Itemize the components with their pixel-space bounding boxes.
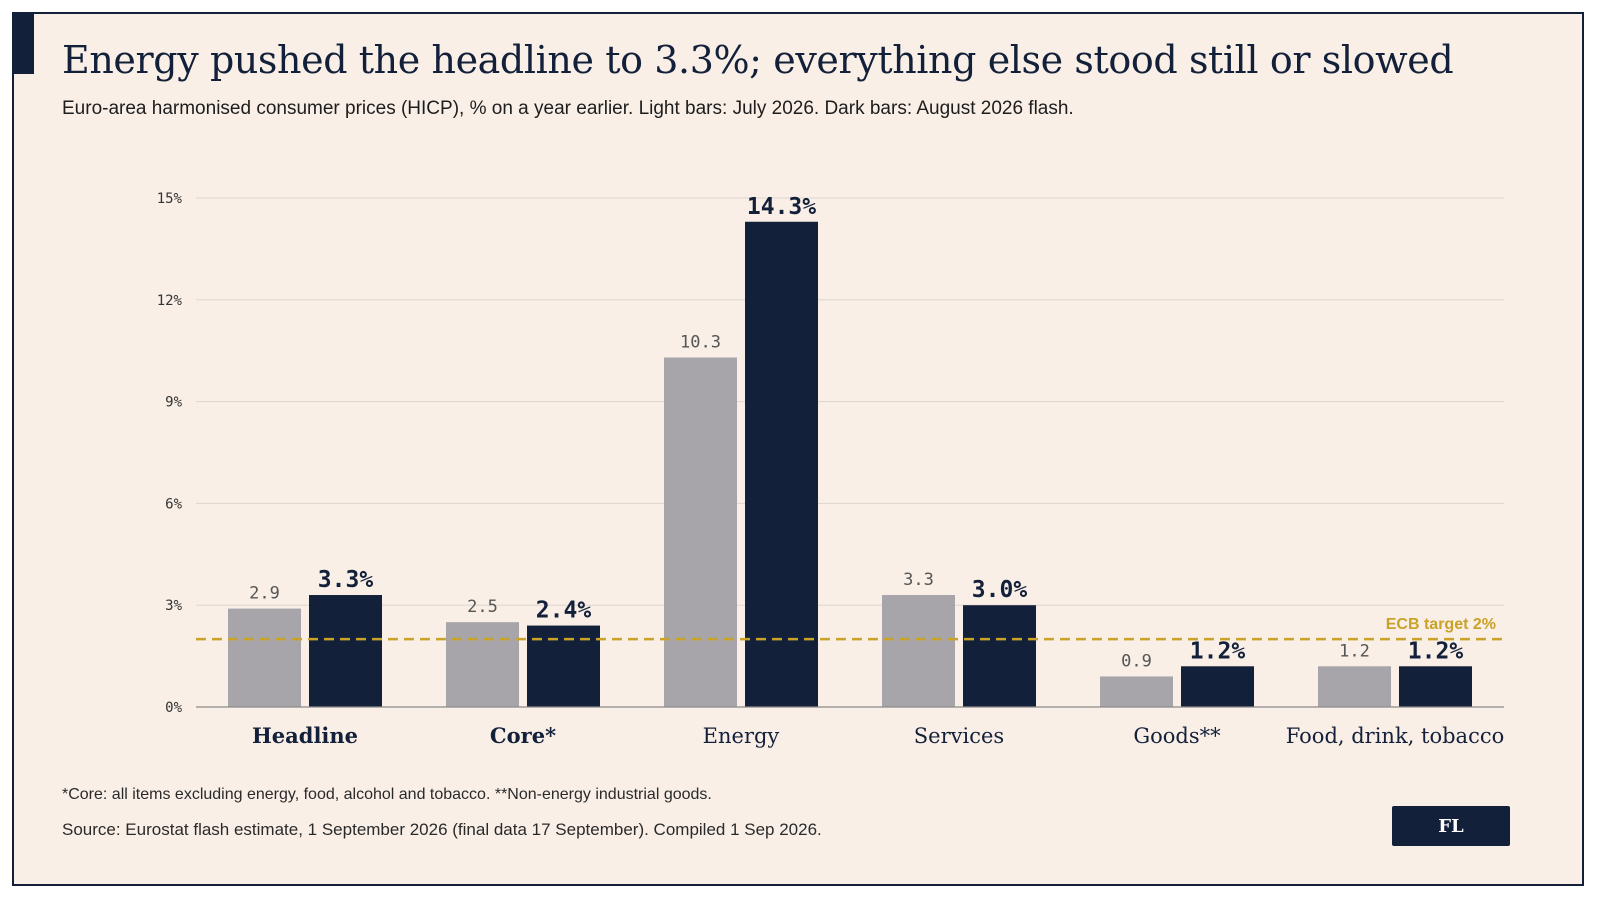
chart-subtitle: Euro-area harmonised consumer prices (HI… (62, 98, 1074, 119)
bar-july (228, 608, 301, 707)
data-label-july: 3.3 (903, 570, 934, 590)
y-tick-label: 0% (165, 700, 182, 716)
y-tick-label: 6% (165, 496, 182, 512)
data-label-july: 0.9 (1121, 651, 1152, 671)
bar-august (1181, 666, 1254, 707)
category-label: Services (914, 724, 1004, 748)
data-label-august: 3.3% (318, 567, 374, 593)
category-label: Food, drink, tobacco (1286, 724, 1505, 748)
y-tick-label: 12% (157, 293, 183, 309)
bar-july (446, 622, 519, 707)
data-label-august: 14.3% (747, 194, 816, 220)
accent-bar (14, 14, 34, 74)
bar-august (527, 625, 600, 707)
chart-card: Energy pushed the headline to 3.3%; ever… (12, 12, 1584, 886)
footnote: *Core: all items excluding energy, food,… (62, 786, 712, 803)
data-label-july: 10.3 (680, 332, 721, 352)
data-label-july: 1.2 (1339, 641, 1370, 661)
category-label: Core* (490, 723, 556, 748)
data-label-august: 1.2% (1408, 638, 1464, 664)
data-label-august: 3.0% (972, 577, 1028, 603)
bar-august (309, 595, 382, 707)
data-label-august: 2.4% (536, 598, 592, 624)
category-label: Energy (703, 724, 780, 748)
brand-logo: FL (1392, 806, 1510, 846)
y-tick-label: 3% (165, 598, 182, 614)
y-tick-label: 15% (157, 191, 183, 207)
data-label-august: 1.2% (1190, 638, 1246, 664)
data-label-july: 2.9 (249, 584, 280, 604)
bar-august (963, 605, 1036, 707)
y-tick-label: 9% (165, 395, 182, 411)
bar-july (882, 595, 955, 707)
chart-title: Energy pushed the headline to 3.3%; ever… (62, 38, 1454, 82)
bar-chart: 0% 3% 6% 9% 12% 15% 2.9 3.3% Headline 2.5 2.4% Core… (157, 191, 1505, 748)
bar-august (1399, 666, 1472, 707)
source-note: Source: Eurostat flash estimate, 1 Septe… (62, 820, 822, 839)
category-label: Goods** (1133, 724, 1221, 748)
data-label-july: 2.5 (467, 597, 498, 617)
ecb-target-label: ECB target 2% (1386, 616, 1496, 633)
bar-july (664, 357, 737, 707)
category-label: Headline (252, 723, 358, 748)
bar-august (745, 221, 818, 707)
bar-july (1318, 666, 1391, 707)
bar-july (1100, 676, 1173, 707)
